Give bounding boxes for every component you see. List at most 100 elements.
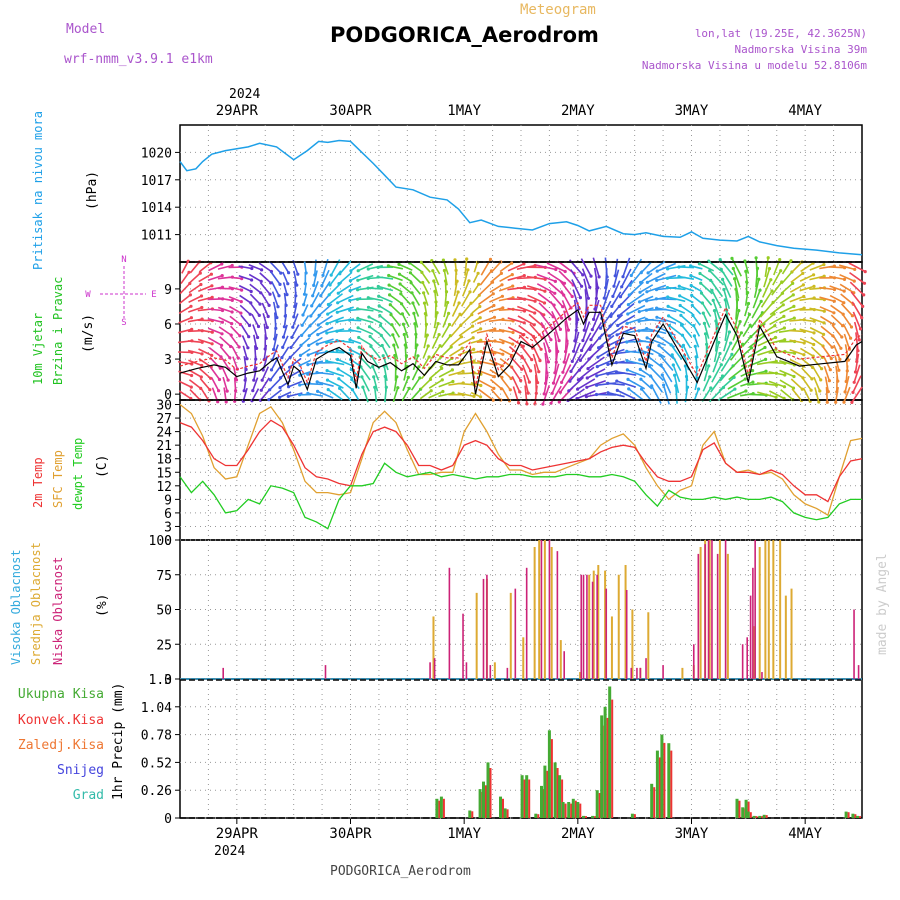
wind-arrow-head <box>224 400 228 404</box>
wind-arrow <box>409 262 423 273</box>
wind-arrow-head <box>767 267 772 271</box>
wind-arrow-head <box>393 353 397 358</box>
wind-arrow <box>476 360 495 366</box>
wind-arrow <box>368 287 384 290</box>
wind-arrow-head <box>801 271 805 275</box>
wind-arrow-head <box>522 321 526 325</box>
wind-arrow <box>829 285 845 292</box>
wind-arrow-head <box>260 378 264 382</box>
wind-arrow-head <box>383 374 387 379</box>
wind-arrow <box>761 279 772 298</box>
wind-arrow <box>538 302 554 318</box>
wind-arrow <box>292 313 299 328</box>
wind-arrow-head <box>778 258 782 262</box>
wind-arrow <box>831 324 843 338</box>
wind-arrow-head <box>654 288 659 292</box>
wind-arrow <box>607 382 625 386</box>
wind-arrow-head <box>338 386 342 390</box>
x-tick-bottom-0: 29APR <box>216 826 259 842</box>
wind-arrow <box>390 314 401 327</box>
wind-arrow-head <box>842 289 846 293</box>
wind-arrow-head <box>238 334 242 338</box>
wind-arrow-head <box>701 311 705 315</box>
wind-arrow-head <box>561 305 565 309</box>
wind-arrow <box>592 299 600 320</box>
wind-arrow <box>582 321 591 341</box>
wind-arrow-head <box>812 273 816 277</box>
wind-arrow-head <box>252 378 256 382</box>
wind-arrow-head <box>782 314 786 318</box>
wind-arrow <box>179 294 191 305</box>
wind-arrow-head <box>587 357 591 361</box>
wind-arrow-head <box>315 370 319 375</box>
wind-arrow-head <box>308 324 312 328</box>
wind-arrow <box>789 295 805 303</box>
wind-arrow-head <box>683 364 688 368</box>
wind-arrow-head <box>680 323 684 327</box>
wind-arrow-head <box>791 281 795 285</box>
wind-arrow <box>399 283 412 294</box>
wind-arrow-head <box>611 294 615 298</box>
wind-arrow-head <box>671 363 675 367</box>
sfc-temp-line <box>179 403 863 517</box>
wind-arrow <box>732 268 741 288</box>
wind-arrow <box>507 317 525 324</box>
wind-arrow-head <box>842 400 846 404</box>
wind-arrow-head <box>526 391 530 395</box>
wind-arrow-head <box>457 301 461 305</box>
wind-arrow-head <box>549 338 553 342</box>
wind-arrow <box>248 273 262 283</box>
wind-arrow-head <box>216 400 220 404</box>
wind-arrow-head <box>511 330 515 335</box>
wind-arrow <box>562 353 571 373</box>
wind-arrow <box>679 295 694 304</box>
wind-arrow <box>478 388 494 401</box>
wind-arrow <box>671 354 682 372</box>
wind-arrow-head <box>300 333 304 337</box>
precip-bar <box>576 802 580 818</box>
wind-arrow-head <box>450 368 454 372</box>
precip-bar <box>650 783 654 818</box>
wind-arrow <box>574 320 579 342</box>
wind-arrow <box>717 388 736 401</box>
wind-arrow <box>259 272 272 284</box>
wind-arrow <box>438 380 454 388</box>
wind-arrow-head <box>597 346 601 350</box>
wind-arrow-head <box>378 323 383 328</box>
wind-arrow <box>388 265 404 270</box>
wind-arrow <box>310 292 320 307</box>
wind-speed-line <box>179 308 863 395</box>
wind-arrow <box>579 343 593 361</box>
wind-arrow <box>690 265 703 270</box>
wind-arrow-head <box>830 345 834 349</box>
wind-arrow <box>520 354 532 372</box>
wind-arrow-head <box>560 380 564 384</box>
wind-arrow-head <box>401 322 405 326</box>
wind-arrow-head <box>209 376 213 380</box>
y-tick-label-2: 6 <box>164 507 172 522</box>
wind-arrow <box>488 307 504 313</box>
y-tick-label-2: 15 <box>156 466 172 481</box>
wind-arrow-head <box>472 359 476 363</box>
wind-arrow-head <box>306 363 310 367</box>
wind-arrow-head <box>689 283 693 288</box>
wind-arrow-head <box>500 283 504 287</box>
wind-arrow <box>392 387 399 402</box>
wind-arrow <box>701 302 712 317</box>
wind-arrow <box>317 390 334 399</box>
legend-hail: Grad <box>73 788 104 803</box>
wind-arrow <box>709 270 725 286</box>
wind-arrow <box>270 281 280 297</box>
precip-bar <box>608 686 612 818</box>
wind-arrow-head <box>360 375 364 379</box>
wind-arrow-head <box>404 354 408 358</box>
wind-arrow <box>809 326 824 336</box>
wind-arrow <box>377 276 394 280</box>
wind-arrow-head <box>328 283 332 287</box>
wind-arrow <box>576 390 596 400</box>
wind-arrow <box>402 377 410 392</box>
wind-arrow <box>560 364 572 383</box>
legend-total: Ukupna Kisa <box>18 687 104 702</box>
wind-arrow <box>799 328 815 334</box>
wind-arrow <box>210 377 220 392</box>
